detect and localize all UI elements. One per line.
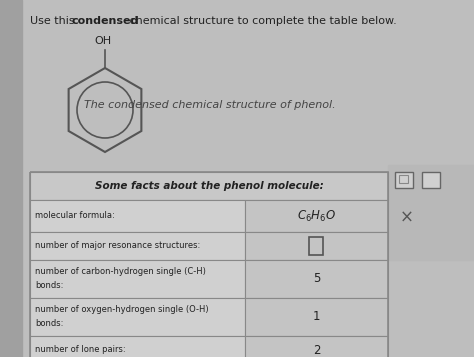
Text: 2: 2	[313, 343, 320, 357]
FancyBboxPatch shape	[30, 200, 245, 232]
FancyBboxPatch shape	[245, 260, 388, 298]
Text: condensed: condensed	[72, 16, 139, 26]
FancyBboxPatch shape	[30, 260, 245, 298]
Text: The condensed chemical structure of phenol.: The condensed chemical structure of phen…	[84, 100, 336, 110]
FancyBboxPatch shape	[30, 172, 388, 200]
FancyBboxPatch shape	[399, 175, 408, 183]
FancyBboxPatch shape	[30, 298, 245, 336]
FancyBboxPatch shape	[310, 237, 323, 255]
FancyBboxPatch shape	[245, 336, 388, 357]
Text: 1: 1	[313, 311, 320, 323]
Text: ×: ×	[400, 209, 414, 227]
Text: $C_6H_6O$: $C_6H_6O$	[297, 208, 336, 223]
FancyBboxPatch shape	[245, 200, 388, 232]
FancyBboxPatch shape	[245, 232, 388, 260]
Text: Some facts about the phenol molecule:: Some facts about the phenol molecule:	[95, 181, 323, 191]
Text: bonds:: bonds:	[35, 320, 64, 328]
Text: number of lone pairs:: number of lone pairs:	[35, 346, 126, 355]
FancyBboxPatch shape	[395, 172, 413, 188]
Text: molecular formula:: molecular formula:	[35, 211, 115, 221]
Text: OH: OH	[94, 36, 111, 46]
Text: number of major resonance structures:: number of major resonance structures:	[35, 241, 200, 251]
Text: chemical structure to complete the table below.: chemical structure to complete the table…	[126, 16, 397, 26]
Text: Use this: Use this	[30, 16, 78, 26]
Bar	[388, 165, 474, 260]
FancyBboxPatch shape	[245, 298, 388, 336]
FancyBboxPatch shape	[422, 172, 440, 188]
Text: number of oxygen-hydrogen single (O-H): number of oxygen-hydrogen single (O-H)	[35, 306, 209, 315]
FancyBboxPatch shape	[30, 232, 245, 260]
Text: 5: 5	[313, 272, 320, 286]
FancyBboxPatch shape	[30, 336, 245, 357]
Text: bonds:: bonds:	[35, 282, 64, 291]
Bar	[0, 0, 22, 357]
Text: number of carbon-hydrogen single (C-H): number of carbon-hydrogen single (C-H)	[35, 267, 206, 277]
